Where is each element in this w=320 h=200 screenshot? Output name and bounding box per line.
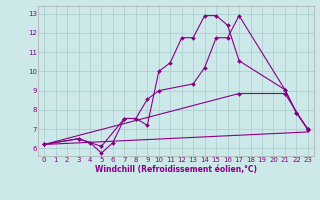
X-axis label: Windchill (Refroidissement éolien,°C): Windchill (Refroidissement éolien,°C) [95,165,257,174]
